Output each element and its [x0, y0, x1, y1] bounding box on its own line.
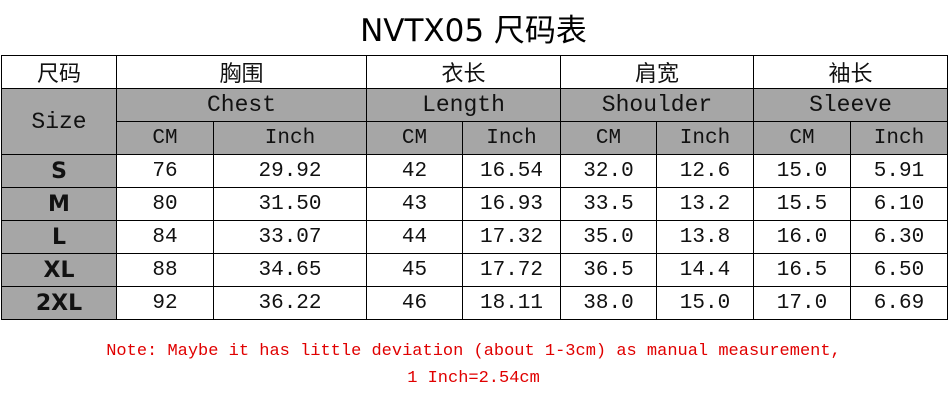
table-row: S 76 29.92 42 16.54 32.0 12.6 15.0 5.91: [1, 154, 948, 188]
value-cell: 45: [366, 253, 463, 287]
table-row: 2XL 92 36.22 46 18.11 38.0 15.0 17.0 6.69: [1, 286, 948, 320]
cn-header-size: 尺码: [1, 55, 117, 89]
unit-header: Inch: [462, 121, 561, 155]
value-cell: 32.0: [560, 154, 657, 188]
value-cell: 13.2: [656, 187, 754, 221]
value-cell: 44: [366, 220, 463, 254]
value-cell: 13.8: [656, 220, 754, 254]
value-cell: 34.65: [213, 253, 367, 287]
value-cell: 42: [366, 154, 463, 188]
value-cell: 15.0: [656, 286, 754, 320]
value-cell: 6.30: [850, 220, 948, 254]
value-cell: 76: [116, 154, 214, 188]
value-cell: 17.72: [462, 253, 561, 287]
value-cell: 80: [116, 187, 214, 221]
size-cell: XL: [1, 253, 117, 287]
value-cell: 17.32: [462, 220, 561, 254]
value-cell: 5.91: [850, 154, 948, 188]
cn-header-length: 衣长: [366, 55, 561, 89]
unit-header: CM: [366, 121, 463, 155]
length-header: Length: [366, 88, 561, 122]
size-header: Size: [1, 88, 117, 155]
value-cell: 31.50: [213, 187, 367, 221]
value-cell: 88: [116, 253, 214, 287]
value-cell: 16.0: [753, 220, 851, 254]
value-cell: 18.11: [462, 286, 561, 320]
unit-header: Inch: [850, 121, 948, 155]
en-header-row: Size Chest Length Shoulder Sleeve: [1, 88, 948, 155]
value-cell: 15.0: [753, 154, 851, 188]
unit-header-row: CM Inch CM Inch CM Inch CM Inch: [2, 121, 948, 155]
value-cell: 38.0: [560, 286, 657, 320]
size-cell: 2XL: [1, 286, 117, 320]
sleeve-header: Sleeve: [753, 88, 948, 122]
measurement-note: Note: Maybe it has little deviation (abo…: [0, 338, 947, 392]
shoulder-header: Shoulder: [560, 88, 754, 122]
value-cell: 84: [116, 220, 214, 254]
chart-title: NVTX05 尺码表: [360, 13, 587, 49]
value-cell: 17.0: [753, 286, 851, 320]
value-cell: 33.07: [213, 220, 367, 254]
value-cell: 12.6: [656, 154, 754, 188]
value-cell: 29.92: [213, 154, 367, 188]
note-line-1: Note: Maybe it has little deviation (abo…: [106, 342, 841, 361]
size-cell: M: [1, 187, 117, 221]
cn-header-chest: 胸围: [116, 55, 367, 89]
chest-header: Chest: [116, 88, 367, 122]
cn-header-row: 尺码 胸围 衣长 肩宽 袖长: [1, 55, 948, 89]
value-cell: 6.50: [850, 253, 948, 287]
value-cell: 6.69: [850, 286, 948, 320]
unit-header: CM: [560, 121, 657, 155]
note-line-2: 1 Inch=2.54cm: [407, 369, 540, 388]
unit-header: Inch: [213, 121, 367, 155]
value-cell: 14.4: [656, 253, 754, 287]
cn-header-sleeve: 袖长: [753, 55, 948, 89]
value-cell: 35.0: [560, 220, 657, 254]
value-cell: 15.5: [753, 187, 851, 221]
cn-header-shoulder: 肩宽: [560, 55, 754, 89]
value-cell: 43: [366, 187, 463, 221]
value-cell: 36.22: [213, 286, 367, 320]
value-cell: 46: [366, 286, 463, 320]
unit-header: Inch: [656, 121, 754, 155]
size-cell: L: [1, 220, 117, 254]
table-row: L 84 33.07 44 17.32 35.0 13.8 16.0 6.30: [1, 220, 948, 254]
unit-header: CM: [753, 121, 851, 155]
table-row: XL 88 34.65 45 17.72 36.5 14.4 16.5 6.50: [1, 253, 948, 287]
value-cell: 16.93: [462, 187, 561, 221]
size-cell: S: [1, 154, 117, 188]
value-cell: 16.5: [753, 253, 851, 287]
value-cell: 6.10: [850, 187, 948, 221]
value-cell: 92: [116, 286, 214, 320]
table-row: M 80 31.50 43 16.93 33.5 13.2 15.5 6.10: [1, 187, 948, 221]
unit-header: CM: [116, 121, 214, 155]
value-cell: 33.5: [560, 187, 657, 221]
value-cell: 36.5: [560, 253, 657, 287]
size-table: 尺码 胸围 衣长 肩宽 袖长 Size Chest Length Shoulde…: [1, 55, 948, 320]
value-cell: 16.54: [462, 154, 561, 188]
